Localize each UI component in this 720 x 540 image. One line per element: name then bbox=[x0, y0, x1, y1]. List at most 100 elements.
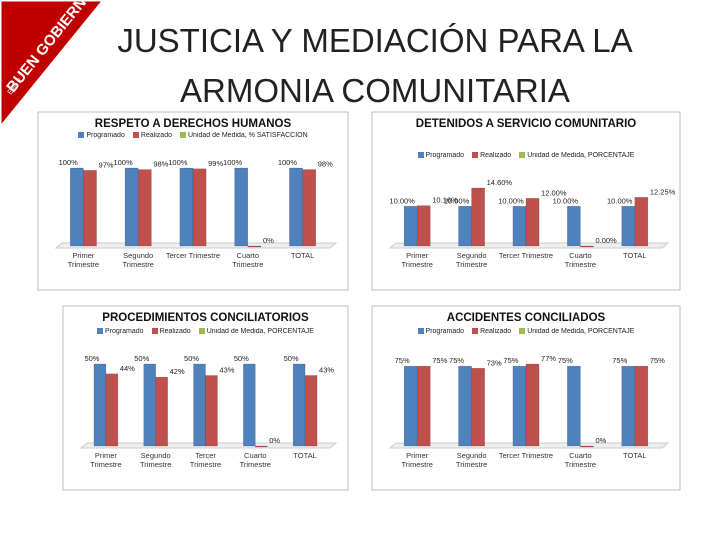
bar bbox=[458, 206, 472, 247]
data-label: 100% bbox=[168, 158, 188, 167]
bar bbox=[634, 365, 649, 447]
legend-label: Unidad de Medida, % SATISFACCIÓN bbox=[187, 132, 308, 139]
bar bbox=[124, 167, 139, 247]
data-label: 73% bbox=[487, 358, 502, 367]
bar bbox=[289, 167, 303, 247]
bar bbox=[580, 445, 594, 448]
legend-item: Realizado bbox=[151, 328, 191, 335]
x-tick-label-box: Segundo Trimestre bbox=[456, 451, 487, 469]
legend-label: Realizado bbox=[159, 328, 191, 335]
legend-swatch bbox=[417, 328, 424, 335]
data-label: 43% bbox=[319, 365, 334, 374]
x-tick-label-box: Primer Trimestre bbox=[401, 451, 433, 469]
x-tick-label: Segundo Trimestre bbox=[455, 251, 488, 269]
chart-title-box: RESPETO A DERECHOS HUMANOS bbox=[94, 118, 292, 130]
legend-swatch bbox=[179, 132, 186, 139]
data-label: 0% bbox=[263, 236, 274, 245]
bar bbox=[621, 206, 636, 247]
legend-swatch bbox=[151, 328, 158, 335]
legend-box: Programado Realizado Unidad de Medida, POR… bbox=[377, 152, 675, 159]
x-tick-label-box: Cuarto Trimestre bbox=[565, 251, 596, 269]
bar bbox=[567, 365, 581, 447]
bar bbox=[525, 198, 540, 247]
x-tick-label: Tercer Trimestre bbox=[498, 451, 554, 460]
bar bbox=[403, 365, 418, 447]
x-tick-label-box: Segundo Trimestre bbox=[140, 451, 172, 469]
bar bbox=[137, 169, 152, 247]
x-tick-label-box: Primer Trimestre bbox=[90, 451, 122, 469]
legend-label: Programado bbox=[425, 152, 465, 159]
x-tick-label-box: Primer Trimestre bbox=[68, 251, 99, 269]
x-tick-label: TOTAL bbox=[290, 251, 315, 260]
x-tick-label-box: Primer Trimestre bbox=[402, 251, 433, 269]
x-tick-label: Primer Trimestre bbox=[90, 451, 122, 469]
x-tick-label-box: TOTAL bbox=[290, 251, 315, 260]
legend-swatch bbox=[472, 328, 479, 335]
chart-title: ACCIDENTES CONCILIADOS bbox=[446, 312, 606, 324]
legend: Programado Realizado Unidad de Medida, POR… bbox=[68, 328, 343, 335]
bar bbox=[243, 363, 256, 447]
data-label: 75% bbox=[395, 356, 410, 365]
x-tick-label: Segundo Trimestre bbox=[140, 451, 172, 469]
data-label: 44% bbox=[120, 364, 135, 373]
data-label: 42% bbox=[170, 367, 185, 376]
legend-item: Unidad de Medida, % SATISFACCIÓN bbox=[179, 132, 308, 139]
data-label: 0% bbox=[269, 436, 280, 445]
bar bbox=[471, 368, 485, 447]
data-label: 75% bbox=[650, 356, 665, 365]
chart-title-box: PROCEDIMIENTOS CONCILIATORIOS bbox=[102, 312, 309, 324]
chart-title: PROCEDIMIENTOS CONCILIATORIOS bbox=[102, 312, 309, 324]
legend-swatch bbox=[472, 152, 479, 159]
legend-item: Unidad de Medida, PORCENTAJE bbox=[519, 328, 634, 335]
data-label: 50% bbox=[184, 354, 199, 363]
data-label: 14.60% bbox=[487, 178, 513, 187]
x-tick-label-box: Cuarto Trimestre bbox=[232, 251, 263, 269]
data-label: 75% bbox=[449, 356, 464, 365]
legend-item: Unidad de Medida, PORCENTAJE bbox=[519, 152, 634, 159]
bar bbox=[304, 375, 318, 447]
bar bbox=[403, 206, 418, 247]
bar bbox=[93, 363, 107, 447]
data-label: 50% bbox=[134, 354, 149, 363]
legend-box: Programado Realizado Unidad de Medida, % S… bbox=[43, 132, 343, 139]
bar bbox=[255, 445, 268, 448]
legend: Programado Realizado Unidad de Medida, % S… bbox=[43, 132, 343, 139]
data-label: 0.00% bbox=[595, 236, 617, 245]
bar bbox=[302, 169, 317, 247]
legend-swatch bbox=[97, 328, 104, 335]
chart-title: RESPETO A DERECHOS HUMANOS bbox=[94, 118, 292, 130]
data-label: 50% bbox=[84, 354, 99, 363]
bar bbox=[416, 365, 431, 447]
bar bbox=[416, 205, 431, 247]
legend-label: Programado bbox=[105, 328, 144, 335]
data-label: 75% bbox=[432, 356, 447, 365]
legend-label: Programado bbox=[86, 132, 125, 139]
legend-label: Unidad de Medida, PORCENTAJE bbox=[527, 328, 635, 335]
legend-item: Realizado bbox=[132, 132, 172, 139]
data-label: 77% bbox=[541, 354, 556, 363]
legend-label: Realizado bbox=[480, 328, 512, 335]
legend-item: Realizado bbox=[472, 328, 511, 335]
bar bbox=[234, 167, 249, 247]
x-tick-label: TOTAL bbox=[623, 251, 647, 260]
data-label: 50% bbox=[234, 354, 249, 363]
data-label: 75% bbox=[558, 356, 573, 365]
data-label: 43% bbox=[219, 365, 234, 374]
bar bbox=[458, 365, 472, 447]
legend-label: Realizado bbox=[480, 152, 512, 159]
chart-title-box: ACCIDENTES CONCILIADOS bbox=[446, 312, 606, 324]
x-tick-label: Primer Trimestre bbox=[401, 451, 433, 469]
data-label: 10.00% bbox=[498, 196, 524, 205]
chart-title-box: DETENIDOS A SERVICIO COMUNITARIO bbox=[416, 118, 636, 130]
legend: Programado Realizado Unidad de Medida, POR… bbox=[377, 152, 675, 159]
bar bbox=[512, 365, 527, 447]
x-tick-label-box: Cuarto Trimestre bbox=[565, 451, 596, 469]
legend-swatch bbox=[519, 328, 526, 335]
bar bbox=[69, 167, 84, 247]
data-label: 10.16% bbox=[432, 196, 458, 205]
x-tick-label-box: Tercer Trimestre bbox=[190, 451, 221, 469]
bar bbox=[83, 170, 97, 247]
legend-label: Unidad de Medida, PORCENTAJE bbox=[527, 152, 635, 159]
